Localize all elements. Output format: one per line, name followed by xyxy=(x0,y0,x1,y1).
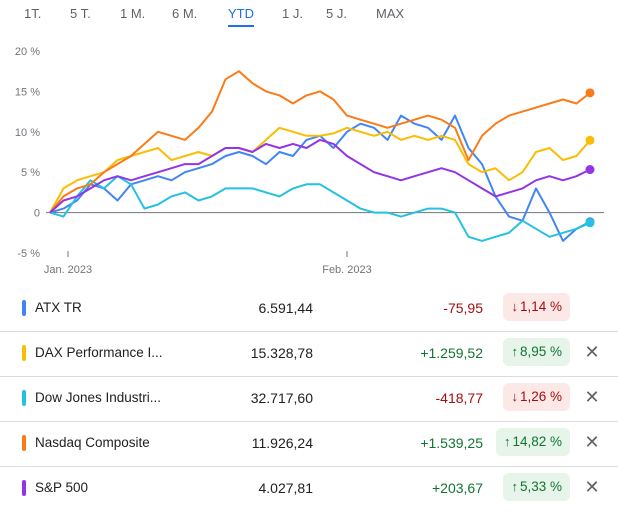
y-tick-label: -5 % xyxy=(17,248,40,260)
y-axis: 20 % 15 % 10 % 5 % 0 -5 % xyxy=(15,46,40,260)
x-tick-label: Jan. 2023 xyxy=(44,264,92,276)
tab-max[interactable]: MAX xyxy=(376,6,405,21)
remove-comparison-button[interactable]: ✕ xyxy=(584,477,600,497)
tab-1-year[interactable]: 1 J. xyxy=(282,6,303,21)
index-price: 32.717,60 xyxy=(250,390,313,406)
range-tabs: 1T. 5 T. 1 M. 6 M. YTD 1 J. 5 J. MAX xyxy=(0,0,618,30)
y-tick-label: 20 % xyxy=(15,46,40,58)
comparison-row[interactable]: ATX TR 6.591,44 -75,95 ↓ 1,14 % xyxy=(0,287,618,331)
series-end-dot xyxy=(585,88,595,98)
arrow-down-icon: ↓ xyxy=(511,299,518,314)
y-tick-label: 0 xyxy=(34,208,40,220)
series-end-dot xyxy=(585,218,595,228)
arrow-up-icon: ↑ xyxy=(511,344,518,359)
series-color-swatch xyxy=(22,435,26,451)
percent-change-value: 5,33 % xyxy=(519,479,562,494)
tab-1-day[interactable]: 1T. xyxy=(24,6,42,21)
comparison-row[interactable]: Dow Jones Industri... 32.717,60 -418,77 ↓ 1,… xyxy=(0,376,618,421)
index-price: 4.027,81 xyxy=(258,480,314,496)
remove-comparison-button[interactable]: ✕ xyxy=(584,387,600,407)
index-name: S&P 500 xyxy=(35,480,89,495)
series-end-dot xyxy=(585,165,595,175)
series-end-dots xyxy=(585,88,595,228)
tab-ytd[interactable]: YTD xyxy=(228,6,254,27)
percent-change-badge: ↑ 8,95 % xyxy=(503,338,570,366)
series-line xyxy=(49,70,591,214)
index-change: -418,77 xyxy=(435,390,483,406)
percent-change-badge: ↑ 5,33 % xyxy=(503,473,570,501)
comparison-row[interactable]: S&P 500 4.027,81 +203,67 ↑ 5,33 % ✕ xyxy=(0,466,618,511)
y-tick-label: 5 % xyxy=(21,167,40,179)
series-line xyxy=(49,138,591,214)
series-color-swatch xyxy=(22,345,26,361)
tab-6-months[interactable]: 6 M. xyxy=(172,6,198,21)
tab-1-month[interactable]: 1 M. xyxy=(120,6,146,21)
series-line xyxy=(49,175,591,242)
series-end-dot xyxy=(585,135,595,145)
index-name: ATX TR xyxy=(35,300,82,315)
series-line xyxy=(49,114,591,242)
tab-5-years[interactable]: 5 J. xyxy=(326,6,347,21)
series-color-swatch xyxy=(22,390,26,406)
comparison-list: ATX TR 6.591,44 -75,95 ↓ 1,14 % DAX Performan… xyxy=(0,287,618,511)
comparison-row[interactable]: DAX Performance I... 15.328,78 +1.259,52 ↑ 8… xyxy=(0,331,618,376)
series-color-swatch xyxy=(22,480,26,496)
percent-change-badge: ↑ 14,82 % xyxy=(495,428,570,456)
series-line xyxy=(49,126,591,214)
x-tick-label: Feb. 2023 xyxy=(322,264,372,276)
index-name: Dow Jones Industri... xyxy=(35,390,162,405)
remove-comparison-button[interactable]: ✕ xyxy=(584,432,600,452)
percent-change-value: 8,95 % xyxy=(519,344,562,359)
index-change: -75,95 xyxy=(443,300,483,316)
performance-chart[interactable]: 20 % 15 % 10 % 5 % 0 -5 % Jan. 2023 Feb. 2023 xyxy=(0,35,618,280)
arrow-up-icon: ↑ xyxy=(511,479,518,494)
index-price: 6.591,44 xyxy=(258,300,314,316)
series-lines xyxy=(49,70,591,242)
index-change: +203,67 xyxy=(432,480,483,496)
index-price: 15.328,78 xyxy=(250,345,313,361)
index-change: +1.539,25 xyxy=(420,435,483,451)
y-tick-label: 15 % xyxy=(15,86,40,98)
x-axis: Jan. 2023 Feb. 2023 xyxy=(44,251,372,276)
tab-5-days[interactable]: 5 T. xyxy=(70,6,91,21)
index-name: DAX Performance I... xyxy=(35,345,163,360)
comparison-row[interactable]: Nasdaq Composite 11.926,24 +1.539,25 ↑ 14,82… xyxy=(0,421,618,466)
y-tick-label: 10 % xyxy=(15,127,40,139)
arrow-up-icon: ↑ xyxy=(503,434,511,449)
series-color-swatch xyxy=(22,300,26,316)
arrow-down-icon: ↓ xyxy=(511,389,518,404)
percent-change-badge: ↓ 1,14 % xyxy=(503,293,570,321)
percent-change-value: 14,82 % xyxy=(512,434,562,449)
percent-change-value: 1,26 % xyxy=(519,389,562,404)
remove-comparison-button[interactable]: ✕ xyxy=(584,342,600,362)
percent-change-badge: ↓ 1,26 % xyxy=(503,383,570,411)
index-change: +1.259,52 xyxy=(420,345,483,361)
index-price: 11.926,24 xyxy=(251,435,313,451)
percent-change-value: 1,14 % xyxy=(519,299,562,314)
index-name: Nasdaq Composite xyxy=(35,435,150,450)
